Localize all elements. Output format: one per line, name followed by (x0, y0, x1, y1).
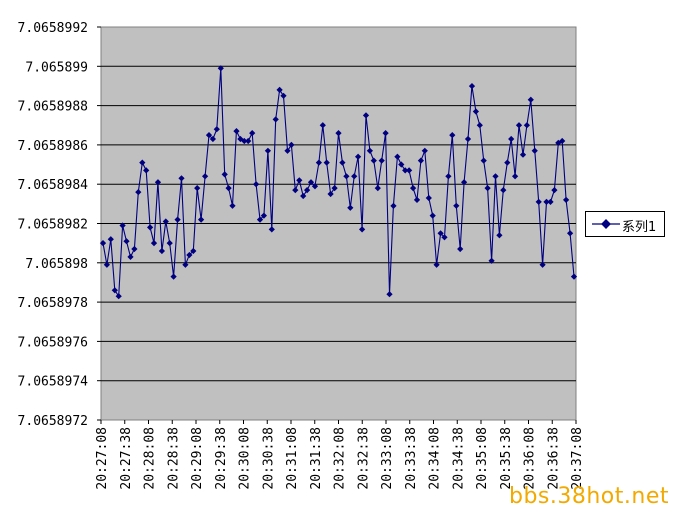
data-point (374, 184, 381, 192)
x-tick-label: 20:27:38 (119, 427, 134, 490)
data-point (170, 273, 177, 280)
x-tick-label: 20:34:38 (451, 427, 466, 490)
y-tick-label: 7.0658992 (18, 21, 88, 36)
data-point (480, 157, 487, 164)
data-point (241, 137, 248, 145)
data-point (504, 159, 511, 166)
legend-label: 系列1 (622, 220, 657, 235)
x-tick-label: 20:29:38 (214, 427, 229, 490)
x-tick-label: 20:32:38 (356, 427, 371, 490)
data-point (233, 128, 240, 135)
data-point (245, 137, 252, 145)
y-tick-label: 7.0658974 (18, 375, 89, 390)
legend-line-marker-icon (592, 219, 620, 229)
data-point (256, 216, 264, 223)
x-tick-label: 20:28:08 (143, 427, 158, 490)
data-point (260, 212, 268, 219)
data-point (382, 129, 389, 137)
data-point (417, 157, 425, 164)
chart-legend: 系列1 (585, 211, 665, 237)
data-point (143, 167, 150, 174)
data-point (217, 65, 224, 72)
data-point (378, 157, 385, 164)
data-point (449, 131, 456, 139)
data-point (158, 247, 166, 255)
y-tick-label: 7.065899 (25, 60, 88, 75)
data-point (303, 186, 311, 194)
data-point (339, 159, 346, 166)
x-tick-label: 20:36:38 (546, 427, 561, 490)
x-tick-label: 20:34:08 (428, 427, 443, 490)
data-point (127, 253, 134, 261)
data-point (386, 291, 393, 298)
y-tick-label: 7.0658984 (18, 178, 89, 193)
data-point (221, 171, 228, 178)
x-tick-label: 20:30:08 (238, 427, 253, 490)
data-point (315, 159, 323, 166)
x-tick-label: 20:32:08 (333, 427, 348, 490)
data-point (162, 218, 169, 225)
data-point (390, 202, 397, 209)
data-point (508, 135, 515, 143)
data-point (433, 261, 440, 268)
data-point (370, 157, 377, 164)
data-point (107, 236, 114, 243)
data-point (190, 247, 197, 255)
y-tick-label: 7.0658972 (18, 414, 88, 429)
x-tick-label: 20:27:08 (95, 427, 110, 490)
x-tick-label: 20:37:08 (570, 427, 585, 490)
data-point (488, 257, 495, 264)
x-tick-label: 20:36:08 (523, 427, 538, 490)
data-point (500, 186, 507, 194)
data-point (229, 202, 236, 209)
data-point (123, 238, 130, 245)
data-point (292, 186, 299, 194)
y-tick-label: 7.0658986 (18, 139, 88, 154)
data-point (174, 216, 181, 223)
x-tick-label: 20:28:38 (166, 427, 181, 490)
data-point (131, 245, 138, 253)
x-tick-label: 20:31:38 (309, 427, 324, 490)
y-tick-label: 7.0658978 (18, 296, 88, 311)
x-tick-label: 20:35:38 (499, 427, 514, 490)
data-point (323, 159, 330, 166)
data-point (119, 222, 126, 229)
watermark-text: bbs.38hot.net (508, 484, 669, 509)
x-tick-label: 20:30:38 (261, 427, 276, 490)
data-point (335, 129, 342, 137)
x-tick-label: 20:33:38 (404, 427, 419, 490)
y-tick-label: 7.0658982 (18, 218, 88, 233)
data-point (484, 184, 491, 192)
data-point (468, 82, 476, 90)
data-point (429, 212, 436, 219)
data-point (539, 261, 546, 268)
x-tick-label: 20:31:08 (285, 427, 300, 490)
data-point (209, 135, 217, 143)
data-point (197, 216, 205, 223)
y-tick-label: 7.065898 (25, 257, 88, 272)
data-point (178, 175, 185, 182)
data-point (409, 184, 417, 192)
x-tick-label: 20:35:08 (475, 427, 490, 490)
data-point (225, 184, 232, 192)
data-point (331, 184, 338, 192)
x-tick-label: 20:29:08 (190, 427, 205, 490)
y-tick-label: 7.0658988 (18, 100, 88, 115)
data-point (213, 126, 220, 133)
data-point (311, 183, 319, 190)
x-tick-label: 20:33:08 (380, 427, 395, 490)
y-tick-label: 7.0658976 (18, 335, 88, 350)
